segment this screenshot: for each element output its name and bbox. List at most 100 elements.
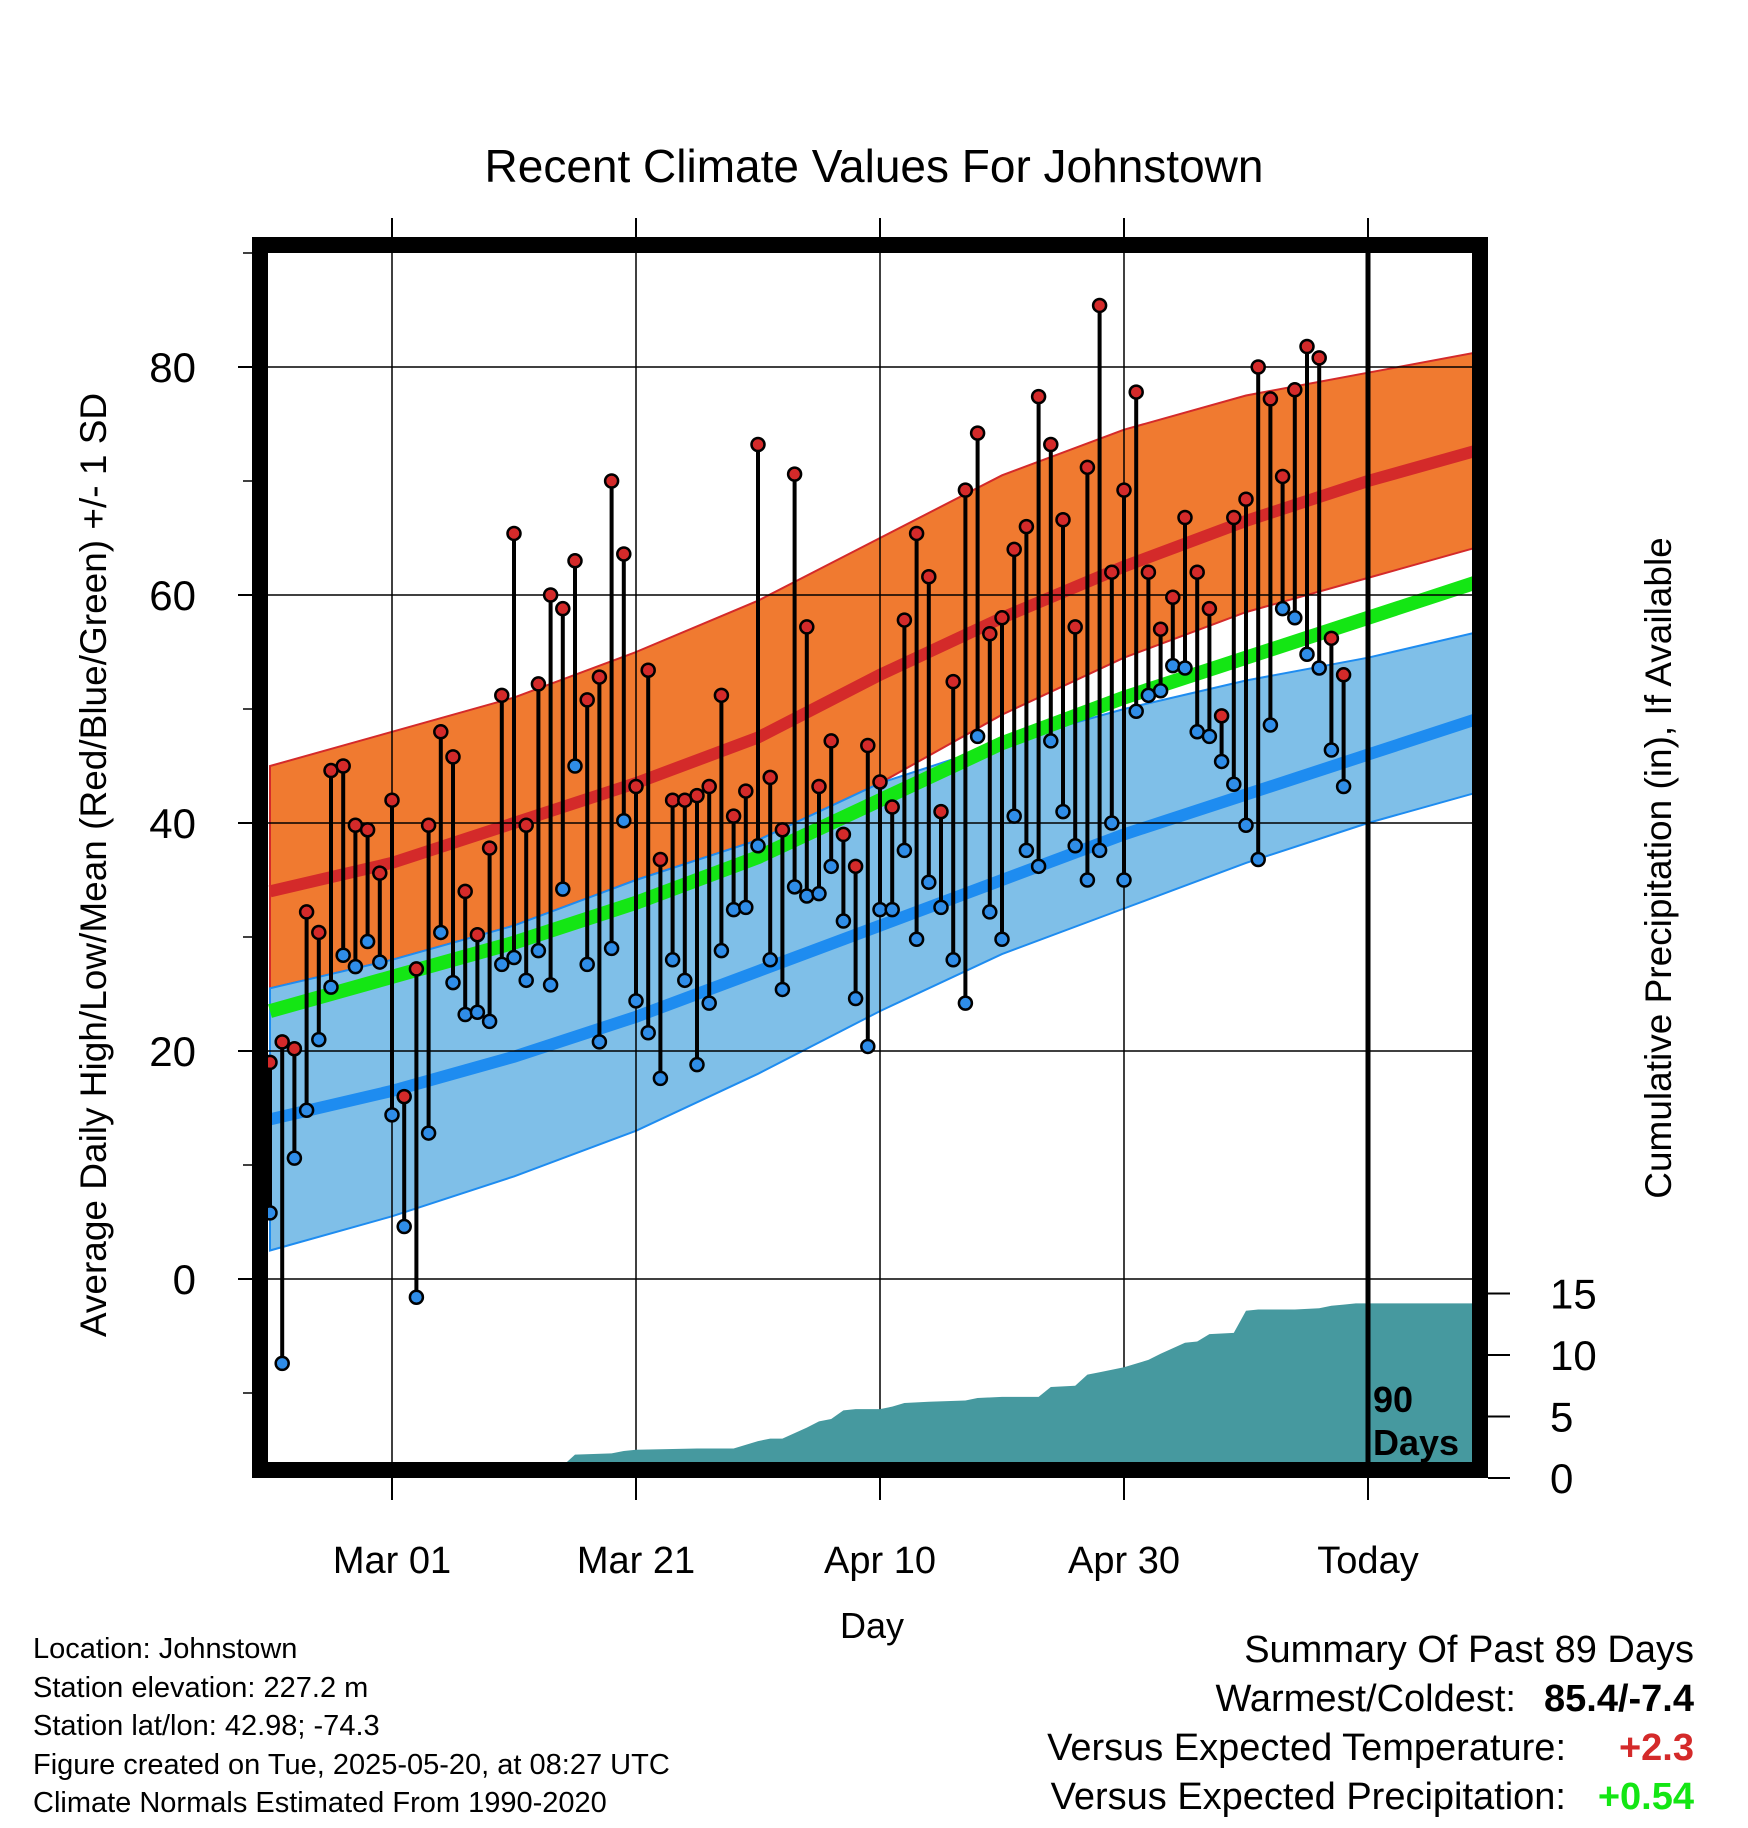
high-point — [603, 473, 620, 489]
low-point — [1311, 660, 1327, 676]
high-point — [1335, 667, 1352, 683]
high-point — [1213, 708, 1230, 724]
elevation-text: Station elevation: 227.2 m — [33, 1671, 369, 1704]
high-point — [1250, 359, 1266, 375]
high-point — [591, 669, 608, 685]
high-point — [457, 883, 473, 900]
low-point — [969, 728, 986, 745]
low-point — [908, 931, 925, 948]
high-point — [311, 924, 327, 941]
high-point — [335, 758, 351, 774]
low-point — [628, 993, 644, 1009]
low-point — [518, 972, 534, 989]
high-point — [762, 769, 778, 786]
high-point — [1116, 482, 1132, 498]
low-point — [408, 1289, 425, 1305]
warm-cold-value: 85.4/-7.4 — [1544, 1678, 1694, 1720]
low-point — [1067, 838, 1083, 854]
high-point — [1262, 391, 1279, 407]
high-point — [1189, 564, 1205, 580]
high-point — [469, 926, 486, 943]
low-point — [1250, 851, 1266, 868]
low-point — [823, 858, 839, 875]
summary-precip: Versus Expected Precipitation: +0.54 — [1047, 1773, 1694, 1822]
y-tick-label: 60 — [149, 572, 196, 619]
x-tick-label: Apr 30 — [1068, 1540, 1180, 1582]
low-point — [933, 899, 949, 916]
normals-text: Climate Normals Estimated From 1990-2020 — [33, 1787, 607, 1819]
low-point — [494, 956, 510, 973]
high-point — [1055, 512, 1071, 528]
high-point — [530, 676, 547, 692]
chart-title: Recent Climate Values For Johnstown — [485, 140, 1264, 192]
high-point — [1006, 541, 1022, 558]
low-point — [481, 1013, 498, 1030]
x-tick-label: Apr 10 — [824, 1540, 936, 1582]
low-point — [469, 1004, 486, 1020]
low-point — [1091, 842, 1108, 859]
high-point — [1274, 468, 1291, 485]
low-point — [799, 888, 815, 904]
high-point — [481, 840, 498, 856]
low-point — [725, 901, 742, 918]
low-point — [530, 942, 547, 959]
location-text: Location: Johnstown — [33, 1633, 298, 1665]
low-point — [591, 1034, 608, 1050]
low-point — [1226, 776, 1242, 792]
low-point — [1055, 803, 1071, 820]
temp-label: Versus Expected Temperature: — [1047, 1727, 1566, 1769]
low-point — [1238, 817, 1254, 834]
days-label-text: Days — [1373, 1422, 1459, 1463]
high-point — [1079, 459, 1096, 476]
low-point — [506, 949, 522, 966]
high-point — [921, 569, 937, 585]
high-point — [1177, 509, 1193, 526]
low-point — [372, 954, 388, 970]
y2-tick-label: 15 — [1550, 1271, 1597, 1318]
high-point — [567, 553, 583, 569]
y-tick-label: 80 — [149, 344, 196, 391]
low-point — [274, 1355, 290, 1372]
high-point — [1323, 630, 1340, 647]
low-point — [396, 1218, 412, 1235]
low-point — [298, 1102, 315, 1119]
high-point — [823, 733, 839, 749]
warm-cold-label: Warmest/Coldest: — [1215, 1678, 1516, 1720]
high-point — [1128, 384, 1144, 400]
low-point — [542, 977, 559, 993]
high-point — [628, 778, 644, 795]
y2-tick-label: 10 — [1550, 1332, 1597, 1379]
x-axis-label: Day — [840, 1605, 904, 1646]
low-point — [774, 981, 791, 998]
y-tick-label: 0 — [173, 1256, 196, 1303]
station-info: Location: Johnstown Station elevation: 2… — [33, 1630, 670, 1823]
high-point — [945, 673, 961, 690]
low-point — [579, 956, 595, 973]
high-point — [933, 803, 949, 820]
high-point — [1091, 297, 1108, 314]
low-point — [1079, 872, 1096, 888]
low-point — [1287, 610, 1303, 626]
summary-warm-cold: Warmest/Coldest: 85.4/-7.4 — [1047, 1675, 1694, 1724]
low-point — [445, 974, 461, 991]
high-point — [408, 961, 425, 977]
x-tick-label: Mar 21 — [577, 1540, 695, 1582]
low-point — [664, 952, 681, 968]
low-point — [994, 931, 1010, 948]
low-point — [457, 1006, 473, 1023]
high-point — [396, 1088, 412, 1105]
summary-temp: Versus Expected Temperature: +2.3 — [1047, 1724, 1694, 1773]
low-point — [762, 952, 778, 968]
low-sd-band — [269, 630, 1480, 1252]
low-point — [359, 933, 376, 950]
low-point — [347, 958, 364, 975]
high-point — [298, 904, 315, 920]
low-point — [640, 1025, 656, 1041]
high-point — [1043, 436, 1059, 453]
low-point — [738, 899, 754, 916]
low-point — [811, 885, 827, 902]
low-point — [286, 1150, 303, 1166]
low-point — [323, 979, 339, 995]
low-point — [1213, 753, 1230, 770]
high-point — [652, 851, 669, 868]
